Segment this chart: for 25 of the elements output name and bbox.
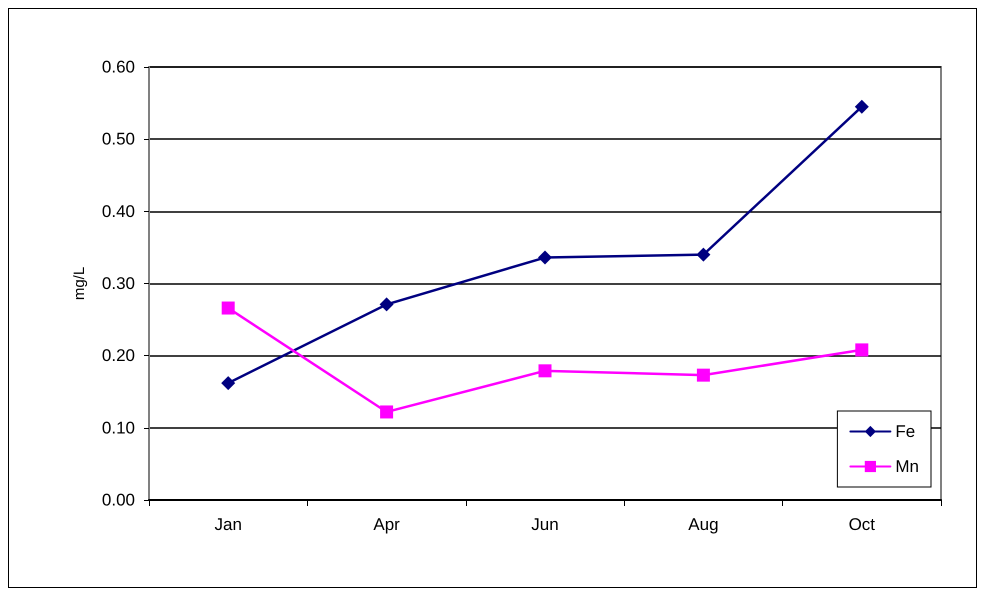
point xyxy=(221,376,236,390)
x-tick-label: Jan xyxy=(214,515,242,534)
y-tick-label: 0.20 xyxy=(102,346,135,366)
y-tick-label: 0.50 xyxy=(102,130,135,149)
y-tick-label: 0.30 xyxy=(102,274,135,293)
legend-label: Fe xyxy=(895,422,916,441)
y-tick-label: 0.40 xyxy=(102,202,135,221)
point xyxy=(222,302,235,315)
point xyxy=(696,248,710,262)
y-tick-label: 0.10 xyxy=(102,418,135,438)
point xyxy=(854,100,869,114)
y-axis-title: mg/L xyxy=(71,266,88,300)
x-tick-label: Oct xyxy=(848,515,876,534)
point xyxy=(855,343,868,356)
y-tick-label: 0.60 xyxy=(102,58,135,76)
point xyxy=(380,405,394,418)
point xyxy=(538,364,552,378)
point xyxy=(696,368,710,382)
x-tick-label: Jun xyxy=(531,515,559,534)
y-tick-label: 0.00 xyxy=(102,490,135,510)
legend-label: Mn xyxy=(895,457,920,476)
point xyxy=(538,250,552,265)
x-tick-label: Apr xyxy=(373,515,400,534)
x-tick-label: Aug xyxy=(688,515,719,534)
point xyxy=(380,297,394,312)
